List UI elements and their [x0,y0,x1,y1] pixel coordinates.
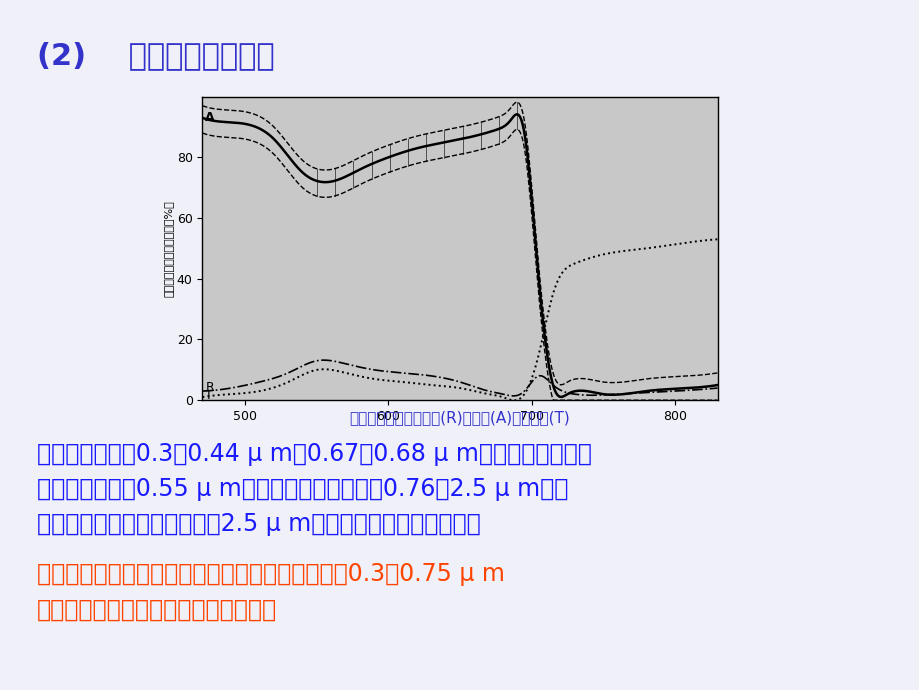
Text: (2)    植物光合有效辐射: (2) 植物光合有效辐射 [37,41,274,70]
Text: 可见光部分叶面的反射(R)、吸收(A)、和透射(T): 可见光部分叶面的反射(R)、吸收(A)、和透射(T) [349,411,570,426]
Text: 对绿色植物光合作用发挥有效作用的光谱能量区在0.3～0.75 μ m
，这一区间的辐射称为光合有效辐射。: 对绿色植物光合作用发挥有效作用的光谱能量区在0.3～0.75 μ m ，这一区间… [37,562,505,622]
Text: T: T [205,388,213,402]
Y-axis label: 反射率、吸收率、透射率（%）: 反射率、吸收率、透射率（%） [164,200,174,297]
Text: A: A [205,111,215,124]
Text: R: R [205,381,214,394]
Text: 对可见光谱区在0.3～0.44 μ m和0.67～0.68 μ m两区间均呈现出吸
收高峰值，而在0.55 μ m附近呈现低谷。植物对0.76～2.5 μ m的: 对可见光谱区在0.3～0.44 μ m和0.67～0.68 μ m两区间均呈现出… [37,442,591,536]
